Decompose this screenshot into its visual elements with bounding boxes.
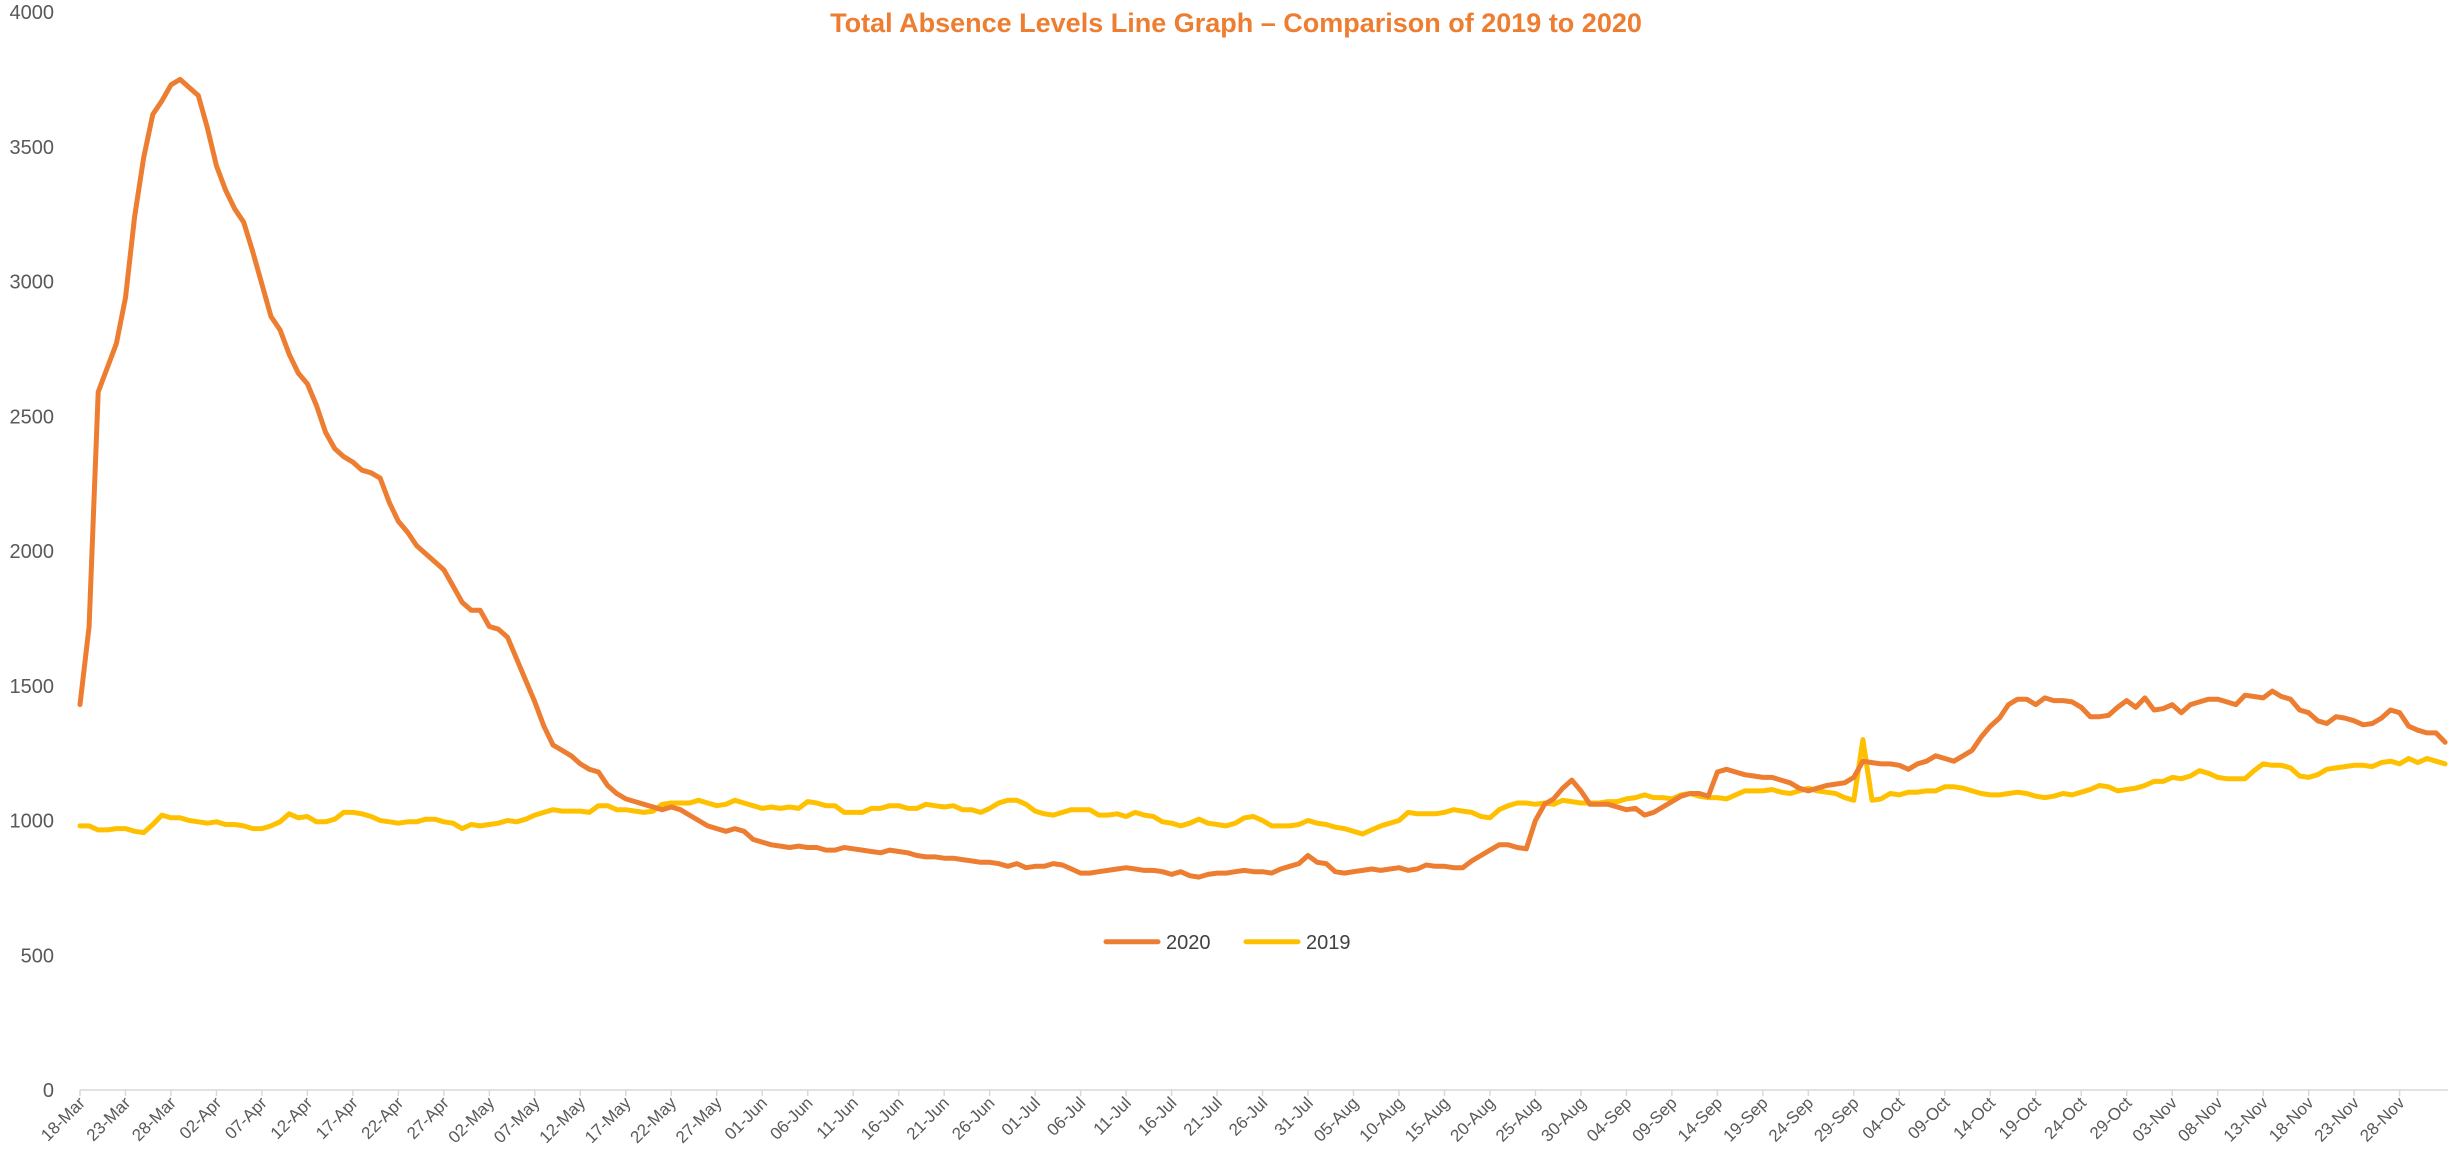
x-tick-label: 17-Apr [312, 1093, 362, 1143]
legend-label-2019: 2019 [1306, 932, 1351, 954]
x-tick-label: 01-Jul [998, 1093, 1044, 1139]
x-tick-label: 02-May [445, 1093, 499, 1147]
x-tick-label: 26-Jul [1225, 1093, 1271, 1139]
x-tick-label: 19-Sep [1719, 1093, 1771, 1145]
x-tick-label: 11-Jun [813, 1093, 862, 1142]
y-tick-label: 2500 [10, 406, 55, 428]
x-tick-label: 15-Aug [1401, 1093, 1453, 1145]
x-tick-label: 21-Jun [903, 1093, 953, 1143]
legend: 2020 2019 [1103, 932, 1351, 954]
x-tick-label: 17-May [581, 1093, 635, 1147]
y-tick-label: 1000 [10, 811, 55, 833]
x-tick-label: 29-Sep [1810, 1093, 1862, 1145]
y-tick-label: 3000 [10, 272, 55, 294]
x-tick-label: 28-Nov [2356, 1093, 2409, 1146]
x-tick-label: 09-Sep [1629, 1093, 1681, 1145]
x-tick-label: 14-Oct [1950, 1093, 2000, 1143]
y-tick-label: 3500 [10, 137, 55, 159]
x-tick-label: 22-May [627, 1093, 681, 1147]
x-tick-label: 29-Oct [2086, 1093, 2136, 1143]
x-tick-label: 01-Jun [721, 1093, 771, 1143]
x-tick-label: 08-Nov [2174, 1093, 2227, 1146]
x-tick-label: 22-Apr [358, 1093, 408, 1143]
x-axis-ticks: 18-Mar23-Mar28-Mar02-Apr07-Apr12-Apr17-A… [37, 1090, 2409, 1147]
x-tick-label: 24-Sep [1765, 1093, 1817, 1145]
x-tick-label: 07-Apr [221, 1093, 271, 1143]
x-tick-label: 14-Sep [1674, 1093, 1726, 1145]
y-tick-label: 500 [21, 945, 54, 967]
x-tick-label: 13-Nov [2220, 1093, 2273, 1146]
x-tick-label: 09-Oct [1904, 1093, 1954, 1143]
x-tick-label: 19-Oct [1995, 1093, 2045, 1143]
x-tick-label: 20-Aug [1447, 1093, 1499, 1145]
x-tick-label: 06-Jul [1043, 1093, 1089, 1139]
x-tick-label: 23-Mar [83, 1093, 135, 1145]
x-tick-label: 16-Jul [1134, 1093, 1180, 1139]
y-tick-label: 2000 [10, 541, 55, 563]
x-tick-label: 07-May [490, 1093, 544, 1147]
x-tick-label: 12-May [536, 1093, 590, 1147]
series-line-2020 [77, 76, 2448, 880]
x-tick-label: 04-Sep [1583, 1093, 1635, 1145]
x-tick-label: 06-Jun [766, 1093, 816, 1143]
y-tick-label: 1500 [10, 676, 55, 698]
x-tick-label: 25-Aug [1492, 1093, 1544, 1145]
chart-title: Total Absence Levels Line Graph – Compar… [830, 8, 1642, 38]
x-tick-label: 11-Jul [1090, 1093, 1135, 1138]
x-tick-label: 28-Mar [128, 1093, 180, 1145]
x-tick-label: 27-May [672, 1093, 726, 1147]
x-tick-label: 18-Nov [2265, 1093, 2318, 1146]
y-tick-label: 0 [43, 1080, 54, 1102]
x-tick-label: 30-Aug [1538, 1093, 1590, 1145]
x-tick-label: 04-Oct [1859, 1093, 1909, 1143]
x-tick-label: 23-Nov [2311, 1093, 2364, 1146]
x-tick-label: 03-Nov [2129, 1093, 2182, 1146]
legend-label-2020: 2020 [1166, 932, 1211, 954]
series-line-2019 [77, 737, 2448, 837]
x-tick-label: 12-Apr [267, 1093, 317, 1143]
x-tick-label: 16-Jun [857, 1093, 907, 1143]
x-tick-label: 02-Apr [176, 1093, 226, 1143]
x-tick-label: 05-Aug [1310, 1093, 1362, 1145]
x-tick-label: 10-Aug [1356, 1093, 1408, 1145]
x-tick-label: 26-Jun [948, 1093, 998, 1143]
x-tick-label: 21-Jul [1180, 1093, 1226, 1139]
y-tick-label: 4000 [10, 2, 55, 24]
x-tick-label: 24-Oct [2041, 1093, 2091, 1143]
y-axis-ticks: 0 500 1000 1500 2000 2500 3000 3500 4000 [10, 2, 55, 1102]
series-layer [77, 76, 2448, 880]
